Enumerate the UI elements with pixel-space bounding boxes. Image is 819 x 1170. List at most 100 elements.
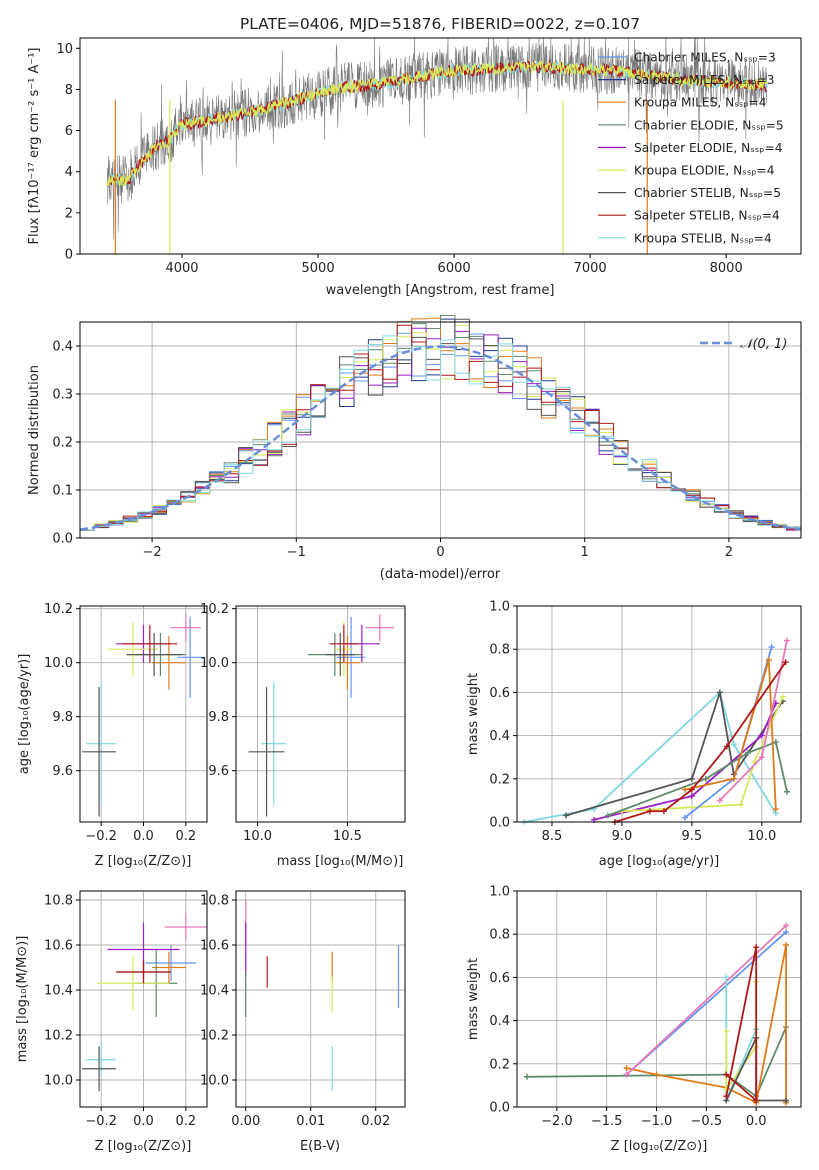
mass-weight-point bbox=[646, 808, 653, 815]
age-vs-metallicity-panel: −0.2 0.0 0.2 9.6 9.8 10.0 10.2 Z [log₁₀(Z/Z⊙)]… bbox=[17, 602, 208, 869]
x-tick-label: 0.02 bbox=[361, 1114, 390, 1129]
legend-label: Kroupa MILES, Nₛₛₚ=4 bbox=[634, 96, 767, 110]
mass-weight-point bbox=[688, 775, 695, 782]
x-tick-label: 10.0 bbox=[747, 829, 776, 844]
mass-vs-z-axes: −0.2 0.0 0.2 10.0 10.2 10.4 10.6 10.8 bbox=[44, 894, 196, 1130]
y-tick-label: 10.0 bbox=[200, 1074, 229, 1089]
x-tick-label: 10.0 bbox=[243, 829, 272, 844]
massweight-vs-metallicity-panel: −2.0 −1.5 −1.0 −0.5 0.0 0.0 0.2 0.4 0.6 0.8 1.0 Z … bbox=[466, 885, 802, 1154]
mass-vs-ebv-marks bbox=[245, 900, 400, 1092]
mass-weight-point bbox=[716, 689, 723, 696]
mass-weight-point bbox=[723, 974, 730, 981]
histogram-ylabel: Normed distribution bbox=[27, 365, 42, 495]
mass-weight-point bbox=[723, 1093, 730, 1100]
mass-vs-z-marks bbox=[82, 913, 207, 1092]
mass-weight-point bbox=[623, 1071, 630, 1078]
y-tick-label: 0.3 bbox=[52, 388, 73, 403]
x-tick-label: −0.2 bbox=[85, 1114, 117, 1129]
age-vs-z-axes: −0.2 0.0 0.2 9.6 9.8 10.0 10.2 bbox=[44, 602, 196, 844]
x-tick-label: −1.0 bbox=[641, 1114, 673, 1129]
figure-title: PLATE=0406, MJD=51876, FIBERID=0022, z=0… bbox=[240, 15, 640, 33]
y-tick-label: 0 bbox=[65, 248, 73, 263]
spectrum-panel: 4000 5000 6000 7000 8000 0 2 4 6 8 10 wavelength [… bbox=[27, 37, 802, 298]
x-tick-label: 8.5 bbox=[542, 829, 563, 844]
mass-weight-line bbox=[626, 944, 787, 1104]
y-tick-label: 0.2 bbox=[52, 436, 73, 451]
mass-vs-ebv-grid bbox=[236, 891, 405, 1107]
x-tick-label: 9.0 bbox=[612, 829, 633, 844]
mass-weight-point bbox=[783, 929, 790, 936]
x-tick-label: 2 bbox=[725, 545, 733, 560]
y-tick-label: 1.0 bbox=[489, 885, 510, 900]
y-tick-label: 0.8 bbox=[489, 643, 510, 658]
mass-weight-point bbox=[688, 786, 695, 793]
y-tick-label: 10.6 bbox=[200, 939, 229, 954]
x-tick-label: 0.0 bbox=[133, 829, 154, 844]
y-tick-label: 9.6 bbox=[52, 764, 73, 779]
y-tick-label: 10.4 bbox=[44, 984, 73, 999]
x-tick-label: 10.5 bbox=[333, 829, 362, 844]
massweight-vs-age-frame bbox=[516, 605, 802, 823]
age-vs-mass-frame bbox=[235, 605, 406, 823]
y-tick-label: 0.6 bbox=[489, 971, 510, 986]
y-tick-label: 0.2 bbox=[489, 772, 510, 787]
massweight-vs-age-axes: 8.5 9.0 9.5 10.0 0.0 0.2 0.4 0.6 0.8 1.0 bbox=[489, 600, 776, 845]
residual-histogram-panel: −2 −1 0 1 2 0.0 0.1 0.2 0.3 0.4 (data-model)/erro… bbox=[27, 315, 802, 582]
massweight-vs-z-ylabel: mass weight bbox=[466, 958, 481, 1040]
y-tick-label: 10.0 bbox=[44, 656, 73, 671]
mass-weight-point bbox=[765, 657, 772, 663]
massweight-vs-age-lines bbox=[520, 637, 791, 825]
y-tick-label: 0.1 bbox=[52, 484, 73, 499]
y-tick-label: 6 bbox=[65, 124, 73, 139]
mass-weight-point bbox=[744, 749, 751, 756]
legend-label: Chabrier MILES, Nₛₛₚ=3 bbox=[634, 51, 776, 65]
mass-weight-point bbox=[702, 775, 709, 782]
model-spectrum-line bbox=[106, 60, 768, 187]
mass-weight-point bbox=[753, 1097, 760, 1104]
spectrum-axes: 4000 5000 6000 7000 8000 0 2 4 6 8 10 bbox=[56, 42, 742, 276]
mass-weight-point bbox=[716, 797, 723, 804]
y-tick-label: 8 bbox=[65, 83, 73, 98]
spectrum-ylabel: Flux [fλ10⁻¹⁷ erg cm⁻² s⁻¹ A⁻¹] bbox=[27, 48, 42, 245]
y-tick-label: 0.6 bbox=[489, 686, 510, 701]
mass-weight-point bbox=[723, 743, 730, 750]
mass-vs-ebv-frame bbox=[235, 890, 406, 1108]
mass-weight-point bbox=[737, 801, 744, 808]
legend-label: Chabrier STELIB, Nₛₛₚ=5 bbox=[634, 186, 781, 200]
massweight-vs-age-xlabel: age [log₁₀(age/yr)] bbox=[599, 854, 720, 869]
age-vs-z-marks bbox=[82, 614, 203, 817]
y-tick-label: 0.4 bbox=[489, 729, 510, 744]
legend-label: Salpeter STELIB, Nₛₛₚ=4 bbox=[634, 209, 780, 223]
x-tick-label: 5000 bbox=[302, 261, 335, 276]
y-tick-label: 0.8 bbox=[489, 928, 510, 943]
mass-weight-point bbox=[723, 1028, 730, 1035]
y-tick-label: 10 bbox=[56, 42, 73, 57]
massweight-vs-z-xlabel: Z [log₁₀(Z/Z⊙)] bbox=[611, 1139, 708, 1154]
mass-weight-point bbox=[783, 1097, 790, 1104]
age-vs-z-xlabel: Z [log₁₀(Z/Z⊙)] bbox=[95, 854, 192, 869]
mass-weight-point bbox=[779, 693, 786, 700]
massweight-vs-age-grid bbox=[517, 605, 801, 823]
mass-weight-point bbox=[730, 741, 737, 748]
histogram-axes: −2 −1 0 1 2 0.0 0.1 0.2 0.3 0.4 bbox=[52, 340, 733, 561]
mass-weight-line bbox=[684, 659, 777, 810]
massweight-vs-z-frame bbox=[516, 890, 802, 1108]
age-vs-mass-panel: 10.0 10.5 9.6 9.8 10.0 10.2 mass [log₁₀(M/M⊙)… bbox=[200, 602, 406, 869]
mass-weight-line bbox=[725, 946, 758, 1102]
spectrum-xlabel: wavelength [Angstrom, rest frame] bbox=[326, 283, 555, 298]
y-tick-label: 10.8 bbox=[200, 894, 229, 909]
legend-label: Salpeter ELODIE, Nₛₛₚ=4 bbox=[634, 141, 783, 155]
mass-vs-ebv-axes: 0.00 0.01 0.02 10.0 10.2 10.4 10.6 10.8 bbox=[200, 894, 390, 1130]
x-tick-label: 7000 bbox=[574, 261, 607, 276]
y-tick-label: 9.6 bbox=[208, 764, 229, 779]
mass-weight-point bbox=[768, 644, 775, 651]
legend-gaussian-label: 𝒩(0, 1) bbox=[740, 337, 787, 352]
legend-label: Kroupa STELIB, Nₛₛₚ=4 bbox=[634, 231, 772, 245]
y-tick-label: 10.2 bbox=[44, 602, 73, 617]
y-tick-label: 9.8 bbox=[208, 710, 229, 725]
mass-weight-point bbox=[523, 1073, 530, 1080]
mass-weight-point bbox=[688, 793, 695, 800]
spectrum-legend: Chabrier MILES, Nₛₛₚ=3 Salpeter MILES, Nₛ… bbox=[598, 51, 784, 245]
y-tick-label: 1.0 bbox=[489, 600, 510, 615]
